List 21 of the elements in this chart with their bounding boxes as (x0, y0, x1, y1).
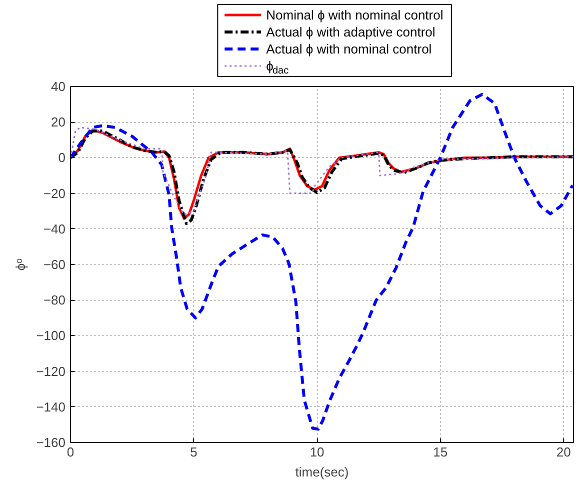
y-tick-label: −20 (43, 186, 66, 201)
legend-label: Actual ϕ with adaptive control (266, 24, 436, 40)
y-tick-label: −140 (36, 399, 66, 414)
y-tick-label: 0 (58, 150, 66, 166)
x-tick-label: 10 (310, 444, 324, 460)
y-tick-label: 40 (51, 79, 66, 94)
legend-label: Actual ϕ with nominal control (266, 42, 432, 56)
x-tick-label: 15 (433, 444, 448, 460)
x-axis-title: time(sec) (295, 464, 349, 480)
y-tick-label: −120 (36, 364, 66, 379)
y-axis-title: ϕᵒ (13, 258, 28, 271)
y-tick-label: −40 (43, 221, 66, 236)
x-tick-label: 5 (190, 444, 198, 460)
line-series (70, 92, 574, 431)
y-tick-label: 20 (51, 114, 66, 130)
y-tick-label: −80 (43, 292, 66, 308)
legend-label: Nominal ϕ with nominal control (266, 8, 444, 22)
y-tick-label: −60 (43, 257, 66, 272)
y-tick-label: −100 (36, 328, 66, 344)
x-tick-label: 20 (556, 444, 571, 460)
y-tick-label: −160 (36, 435, 66, 450)
